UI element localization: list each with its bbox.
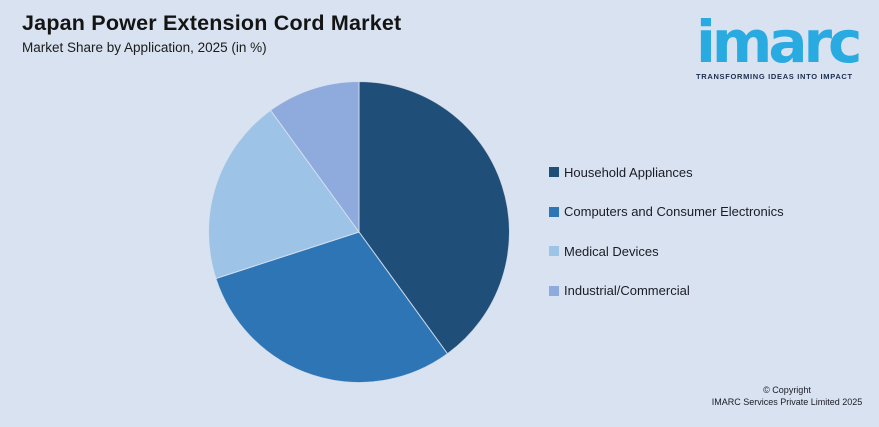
legend-label: Medical Devices [564, 243, 659, 259]
legend-item: Household Appliances [549, 164, 784, 180]
copyright-line-2: IMARC Services Private Limited 2025 [711, 397, 863, 407]
legend-label: Household Appliances [564, 164, 693, 180]
legend-label: Industrial/Commercial [564, 283, 690, 298]
copyright: © Copyright IMARC Services Private Limit… [707, 384, 867, 408]
copyright-line-1: © Copyright [763, 385, 811, 395]
legend-swatch-icon [549, 206, 559, 217]
legend-swatch-icon [549, 167, 559, 177]
pie-slice-2 [208, 109, 360, 280]
legend-label: Computers and Consumer Electronics [564, 204, 784, 219]
imarc-logo-wordmark: imarc [696, 8, 862, 76]
pie-chart [208, 81, 510, 383]
legend-item: Medical Devices [549, 243, 784, 259]
chart-subtitle: Market Share by Application, 2025 (in %) [22, 40, 267, 55]
pie-slice-1 [215, 231, 449, 383]
imarc-logo: imarc TRANSFORMING IDEAS INTO IMPACT [696, 4, 868, 81]
chart-title: Japan Power Extension Cord Market [22, 11, 402, 35]
pie-slice-3 [269, 81, 360, 234]
imarc-logo-tagline: TRANSFORMING IDEAS INTO IMPACT [696, 72, 853, 81]
legend-swatch-icon [549, 246, 559, 256]
legend-item: Computers and Consumer Electronics [549, 204, 784, 219]
legend: Household Appliances Computers and Consu… [549, 165, 784, 323]
pie-slice-0 [358, 81, 510, 355]
legend-item: Industrial/Commercial [549, 283, 784, 298]
legend-swatch-icon [549, 285, 559, 296]
